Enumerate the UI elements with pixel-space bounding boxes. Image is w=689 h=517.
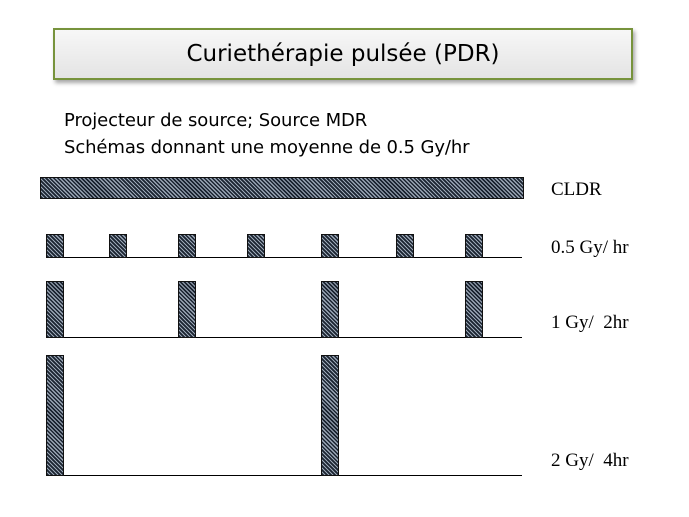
label-cldr: CLDR <box>551 179 602 200</box>
pulse-row2-2 <box>109 234 127 258</box>
cldr-continuous-bar <box>40 177 524 199</box>
title-box: Curiethérapie pulsée (PDR) <box>53 28 633 80</box>
pulse-row2-7 <box>465 234 483 258</box>
pulse-row2-6 <box>396 234 414 258</box>
pulse-row2-5 <box>321 234 339 258</box>
pulse-row3-3 <box>321 281 339 338</box>
pulse-row4-1 <box>46 355 64 476</box>
label-1-gy-2hr: 1 Gy/ 2hr <box>551 312 629 333</box>
pulse-row3-1 <box>46 281 64 338</box>
pulse-row2-4 <box>247 234 265 258</box>
pulse-row2-3 <box>178 234 196 258</box>
subtitle-line-1: Projecteur de source; Source MDR <box>64 110 368 131</box>
baseline-row-2 <box>46 257 522 258</box>
label-2-gy-4hr: 2 Gy/ 4hr <box>551 450 629 471</box>
pulse-row3-2 <box>178 281 196 338</box>
pulse-row2-1 <box>46 234 64 258</box>
baseline-row-3 <box>46 337 522 338</box>
slide-title: Curiethérapie pulsée (PDR) <box>186 41 500 67</box>
subtitle-line-2: Schémas donnant une moyenne de 0.5 Gy/hr <box>64 137 470 158</box>
label-0-5-gy-hr: 0.5 Gy/ hr <box>551 237 629 258</box>
baseline-row-4 <box>46 475 522 476</box>
pulse-row3-4 <box>465 281 483 338</box>
pulse-row4-2 <box>321 355 339 476</box>
